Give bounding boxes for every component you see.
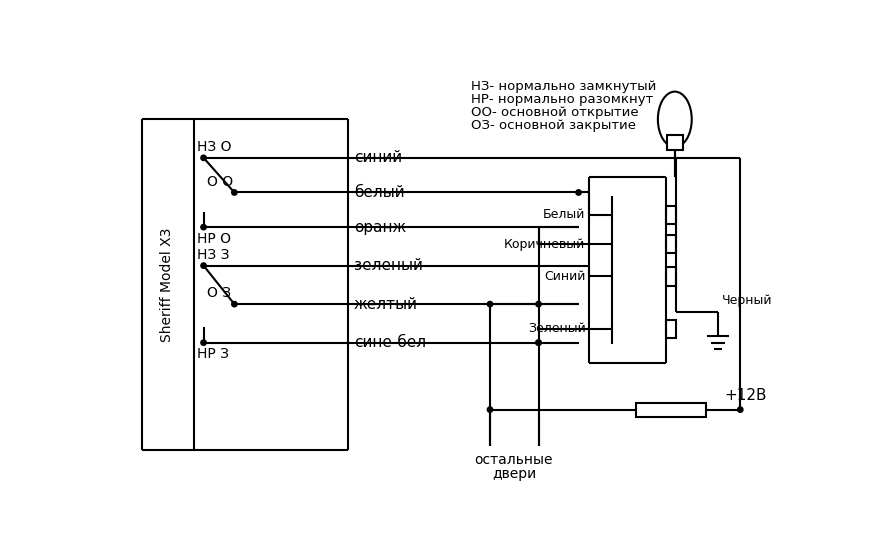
Text: белый: белый [354,185,404,200]
Circle shape [487,301,492,307]
Bar [636,403,705,416]
Text: +12В: +12В [725,388,767,403]
Bar [667,134,682,150]
Text: О О: О О [208,175,233,189]
Text: О З: О З [208,286,232,300]
Text: оранж: оранж [354,220,406,234]
Text: Черный: Черный [721,294,773,307]
Circle shape [201,224,206,230]
Text: Коричневый: Коричневый [504,238,585,251]
Bar [666,267,676,286]
Text: Синий: Синий [545,270,585,283]
Bar [666,205,676,224]
Text: остальные: остальные [475,453,553,466]
Text: Зеленый: Зеленый [528,323,585,335]
Ellipse shape [658,92,692,147]
Text: НЗ З: НЗ З [197,248,230,262]
Text: ОЗ- основной закрытие: ОЗ- основной закрытие [471,119,636,132]
Circle shape [201,155,206,161]
Text: Sheriff Model X3: Sheriff Model X3 [160,228,174,342]
Bar [666,320,676,338]
Text: синий: синий [354,150,402,165]
Circle shape [201,340,206,345]
Text: двери: двери [492,466,536,480]
Bar [666,235,676,253]
Text: зеленый: зеленый [354,258,423,273]
Circle shape [487,407,492,412]
Circle shape [232,301,237,307]
Text: НЗ О: НЗ О [197,140,232,154]
Text: Белый: Белый [543,208,585,222]
Circle shape [536,340,541,345]
Circle shape [536,340,541,345]
Text: НР О: НР О [197,232,232,246]
Circle shape [737,407,743,412]
Circle shape [575,190,582,195]
Text: НР- нормально разомкнут: НР- нормально разомкнут [471,93,653,106]
Text: НЗ- нормально замкнутый: НЗ- нормально замкнутый [471,80,656,93]
Circle shape [536,301,541,307]
Text: НР З: НР З [197,347,230,361]
Circle shape [201,263,206,268]
Text: сине-бел: сине-бел [354,335,426,350]
Text: ОО- основной открытие: ОО- основной открытие [471,106,638,119]
Text: желтый: желтый [354,297,418,311]
Circle shape [232,190,237,195]
